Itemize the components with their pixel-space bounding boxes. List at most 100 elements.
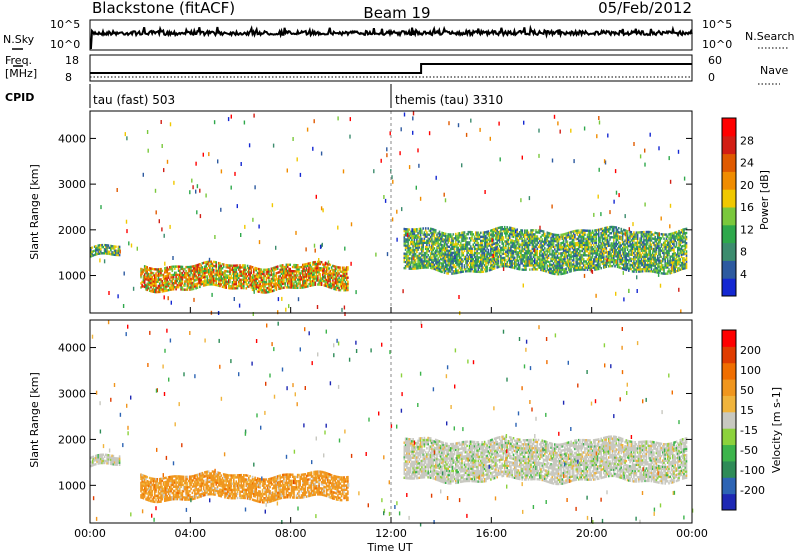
echo-cell	[406, 252, 408, 256]
echo-cell	[506, 230, 508, 233]
echo-cell	[487, 253, 490, 256]
echo-cell	[513, 242, 516, 245]
echo-cell	[101, 245, 103, 249]
echo-cell	[653, 270, 655, 273]
echo-cell	[413, 265, 416, 268]
echo-cell	[154, 284, 156, 287]
echo-cell	[544, 257, 546, 260]
echo-cell	[90, 255, 92, 258]
echo-cell	[458, 256, 461, 260]
echo-cell	[661, 249, 664, 253]
echo-cell	[531, 241, 534, 244]
echo-cell	[511, 227, 513, 230]
echo-cell	[577, 229, 580, 232]
echo-cell	[513, 227, 516, 231]
echo-cell	[605, 255, 608, 258]
echo-cell	[595, 268, 597, 271]
echo-cell	[560, 256, 562, 259]
echo-cell	[510, 245, 512, 248]
echo-cell	[501, 261, 503, 264]
echo-cell	[663, 258, 665, 261]
echo-cell	[250, 286, 253, 289]
echo-cell	[580, 237, 582, 240]
echo-cell	[299, 284, 301, 287]
echo-cell	[516, 251, 518, 254]
echo-cell	[577, 237, 580, 240]
echo-cell	[646, 239, 649, 242]
echo-cell	[587, 231, 590, 235]
echo-cell	[561, 233, 564, 236]
echo-cell	[428, 233, 431, 236]
echo-cell	[446, 259, 448, 263]
echo-cell	[274, 284, 276, 288]
echo-cell	[416, 267, 418, 270]
echo-cell	[551, 270, 554, 273]
echo-cell	[180, 280, 182, 283]
echo-cell	[184, 284, 186, 287]
echo-cell	[197, 280, 200, 283]
echo-cell	[225, 263, 227, 267]
echo-cell	[648, 239, 650, 242]
echo-cell	[327, 277, 329, 280]
echo-cell	[142, 285, 145, 288]
echo-cell	[557, 260, 560, 264]
echo-cell	[434, 255, 437, 259]
echo-cell	[436, 258, 438, 261]
echo-cell	[313, 277, 315, 280]
echo-cell	[407, 257, 409, 260]
echo-cell	[467, 249, 470, 252]
echo-cell	[554, 270, 556, 274]
echo-cell	[243, 264, 245, 267]
echo-cell	[580, 266, 582, 269]
echo-cell	[226, 266, 229, 269]
echo-cell	[567, 258, 570, 261]
echo-cell	[572, 248, 575, 252]
echo-cell	[625, 231, 628, 235]
echo-cell	[432, 228, 434, 231]
echo-cell	[226, 282, 229, 285]
echo-cell	[453, 259, 456, 263]
echo-cell	[442, 234, 444, 237]
echo-cell	[438, 238, 441, 242]
echo-cell	[186, 280, 189, 283]
echo-cell	[671, 269, 674, 272]
echo-cell	[240, 272, 243, 275]
echo-cell	[580, 262, 582, 265]
echo-cell	[251, 284, 254, 287]
echo-cell	[453, 263, 456, 267]
echo-cell	[526, 231, 529, 234]
echo-cell	[589, 262, 591, 265]
echo-cell	[414, 236, 417, 239]
echo-cell	[248, 273, 250, 276]
echo-cell	[345, 282, 348, 286]
echo-cell	[575, 266, 577, 270]
echo-cell	[152, 268, 155, 271]
echo-cell	[582, 268, 585, 271]
echo-cell	[549, 271, 551, 274]
echo-cell	[304, 263, 307, 266]
echo-cell	[176, 286, 179, 289]
echo-cell	[633, 237, 635, 240]
echo-cell	[235, 276, 238, 280]
echo-cell	[471, 266, 473, 269]
echo-cell	[605, 241, 608, 244]
echo-cell	[516, 255, 518, 258]
echo-cell	[653, 233, 655, 236]
echo-cell	[411, 236, 413, 240]
echo-cell	[615, 234, 618, 237]
echo-cell	[407, 265, 409, 268]
echo-cell	[259, 272, 261, 275]
echo-cell	[547, 248, 550, 251]
echo-cell	[244, 280, 246, 284]
echo-cell	[610, 244, 613, 247]
echo-cell	[298, 280, 300, 283]
echo-cell	[438, 249, 441, 252]
echo-cell	[661, 264, 664, 267]
echo-cell	[621, 234, 624, 237]
echo-cell	[546, 268, 549, 271]
echo-cell	[476, 231, 478, 234]
echo-cell	[424, 253, 427, 257]
echo-cell	[457, 236, 460, 239]
echo-cell	[340, 278, 343, 282]
echo-cell	[295, 286, 298, 289]
